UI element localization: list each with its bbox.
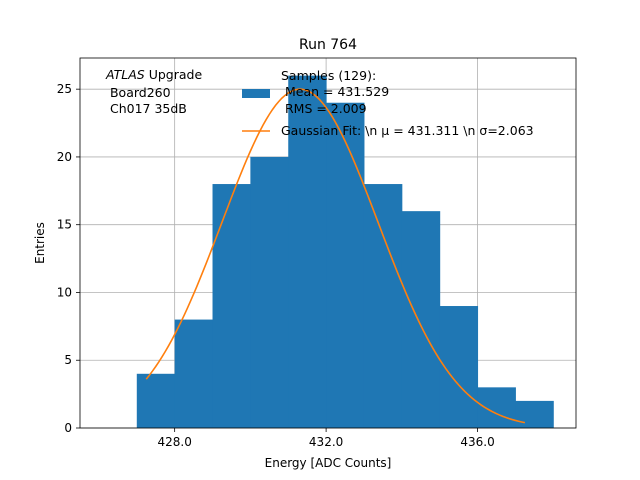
y-tick-label: 15 [57, 218, 72, 232]
annotation-line-2: Board260 [106, 85, 171, 100]
annotation-line-1: ATLAS Upgrade [105, 67, 202, 82]
histogram-bar [174, 319, 214, 428]
legend-fit-label: Gaussian Fit: \n μ = 431.311 \n σ=2.063 [281, 123, 534, 138]
y-tick-label: 25 [57, 82, 72, 96]
plot-frame [79, 57, 577, 429]
y-axis-ticks: 0 5 10 15 20 25 [57, 82, 80, 435]
atlas-annotation: ATLAS Upgrade Board260 Ch017 35dB [105, 67, 202, 116]
gaussian-fit-curve [145, 88, 526, 424]
histogram-bar [136, 373, 176, 428]
histogram-bar [326, 102, 365, 428]
y-axis-label: Entries [33, 222, 47, 264]
legend: Samples (129): Mean = 431.529 RMS = 2.00… [242, 68, 534, 138]
histogram-bar [477, 387, 516, 428]
y-tick-label: 20 [57, 150, 72, 164]
x-tick-label: 432.0 [309, 435, 343, 449]
legend-histogram-swatch [242, 89, 270, 98]
histogram-bar [401, 211, 441, 428]
chart-title: Run 764 [299, 37, 357, 53]
x-axis-label: Energy [ADC Counts] [265, 456, 392, 470]
y-tick-label: 5 [64, 353, 72, 367]
annotation-atlas-rest: Upgrade [145, 67, 203, 82]
x-tick-label: 428.0 [157, 435, 191, 449]
y-tick-label: 10 [57, 285, 72, 299]
annotation-line-3: Ch017 35dB [106, 101, 187, 116]
histogram-bar [250, 156, 289, 428]
histogram-bar [212, 184, 251, 428]
legend-histogram-line-3: RMS = 2.009 [281, 101, 367, 116]
x-tick-label: 436.0 [460, 435, 494, 449]
y-tick-label: 0 [64, 421, 72, 435]
histogram-bar [439, 306, 479, 428]
x-axis-ticks: 428.0 432.0 436.0 [157, 428, 495, 449]
histogram-bars [136, 75, 554, 428]
legend-histogram-line-1: Samples (129): [281, 68, 376, 83]
histogram-bar [363, 184, 403, 428]
annotation-atlas-word: ATLAS [105, 67, 145, 82]
histogram-bar [515, 400, 554, 428]
legend-histogram-line-2: Mean = 431.529 [281, 84, 389, 99]
histogram-bar [288, 75, 327, 428]
